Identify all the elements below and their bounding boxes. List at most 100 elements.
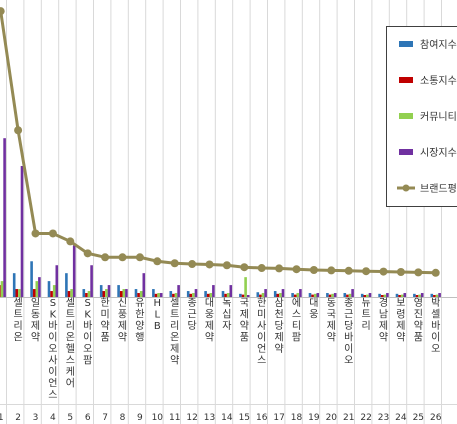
bar-커뮤니티지수 (400, 294, 404, 297)
brand-index-point (309, 266, 318, 275)
bar-시장지수 (38, 277, 41, 297)
rank-number: 8 (120, 413, 126, 423)
rank-number: 18 (291, 413, 303, 423)
bar-참여지수 (291, 293, 294, 297)
bar-커뮤니티지수 (366, 294, 369, 297)
bar-시장지수 (107, 285, 111, 297)
bar-시장지수 (281, 289, 285, 297)
bar-소통지수 (259, 294, 262, 297)
brand-index-point (396, 267, 405, 276)
rank-number: 20 (326, 413, 338, 423)
bar-시장지수 (403, 293, 407, 297)
bar-참여지수 (273, 291, 277, 297)
legend-swatch (399, 113, 413, 119)
bar-커뮤니티지수 (87, 291, 91, 297)
bar-커뮤니티지수 (52, 285, 56, 297)
bar-참여지수 (430, 293, 434, 297)
legend-marker (402, 184, 410, 192)
bar-소통지수 (415, 295, 419, 297)
rank-number: 1 (0, 413, 4, 423)
bar-시장지수 (264, 289, 267, 297)
bar-시장지수 (246, 295, 250, 297)
bar-시장지수 (125, 289, 128, 297)
bar-소통지수 (433, 295, 436, 297)
bar-소통지수 (380, 295, 384, 297)
legend: 참여지수소통지수커뮤니티지수시장지수브랜드평판지수 (386, 26, 457, 207)
bar-시장지수 (159, 293, 163, 297)
bar-소통지수 (363, 295, 367, 297)
bar-참여지수 (204, 291, 207, 297)
brand-index-point (257, 264, 266, 273)
brand-index-point (275, 264, 284, 273)
brand-index-point (14, 126, 23, 135)
brand-index-point (0, 7, 5, 16)
rank-number: 15 (239, 413, 250, 423)
brand-index-point (118, 253, 127, 262)
rank-number: 13 (204, 413, 215, 423)
bar-참여지수 (326, 293, 329, 297)
brand-index-point (327, 266, 336, 275)
bar-시장지수 (368, 293, 372, 297)
bar-시장지수 (438, 293, 441, 297)
bar-커뮤니티지수 (435, 294, 439, 297)
bar-커뮤니티지수 (174, 293, 178, 297)
bar-소통지수 (241, 294, 245, 297)
brand-index-point (188, 260, 197, 269)
brand-index-polyline (0, 10, 436, 275)
bar-참여지수 (169, 291, 173, 297)
bar-소통지수 (119, 291, 123, 297)
bar-커뮤니티지수 (418, 294, 421, 297)
rank-number: 9 (137, 413, 143, 423)
bar-시장지수 (212, 285, 215, 297)
bar-커뮤니티지수 (209, 293, 213, 297)
brand-index-point (222, 261, 231, 270)
legend-swatch (399, 77, 413, 83)
bar-커뮤니티지수 (192, 293, 195, 297)
bar-참여지수 (308, 293, 312, 297)
bar-커뮤니티지수 (105, 289, 108, 297)
rank-number: 10 (152, 413, 164, 423)
rank-number: 21 (343, 413, 354, 423)
bar-소통지수 (154, 293, 158, 297)
rank-number: 3 (33, 413, 39, 423)
bar-커뮤니티지수 (331, 293, 334, 297)
bar-커뮤니티지수 (348, 293, 352, 297)
bar-시장지수 (333, 293, 337, 297)
legend-label: 커뮤니티지수 (420, 111, 457, 123)
bar-시장지수 (20, 165, 24, 297)
x-axis-labels: 1 셀 트 리 온 2 일 동 제 약 3 S K 바 이 오 사 이 언 스 4 셀 트 리 온 헬 스 케 어 5 S K 바 이 오 팜 6 한 미 약… (0, 296, 442, 423)
bar-커뮤니티지수 (70, 289, 73, 297)
rank-number: 16 (256, 413, 268, 423)
brand-index-point (153, 257, 162, 266)
bar-참여지수 (99, 285, 103, 297)
bar-커뮤니티지수 (35, 281, 39, 297)
bar-참여지수 (360, 293, 364, 297)
bar-소통지수 (85, 293, 88, 297)
bar-참여지수 (117, 285, 120, 297)
rank-number: 11 (169, 413, 180, 423)
brand-index-point (205, 260, 214, 269)
legend-swatch (399, 149, 413, 155)
bar-커뮤니티지수 (157, 293, 160, 297)
bar-소통지수 (293, 294, 297, 297)
rank-number: 12 (186, 413, 197, 423)
rank-number: 5 (67, 413, 73, 423)
bar-참여지수 (30, 261, 33, 297)
brand-index-point (48, 229, 57, 238)
